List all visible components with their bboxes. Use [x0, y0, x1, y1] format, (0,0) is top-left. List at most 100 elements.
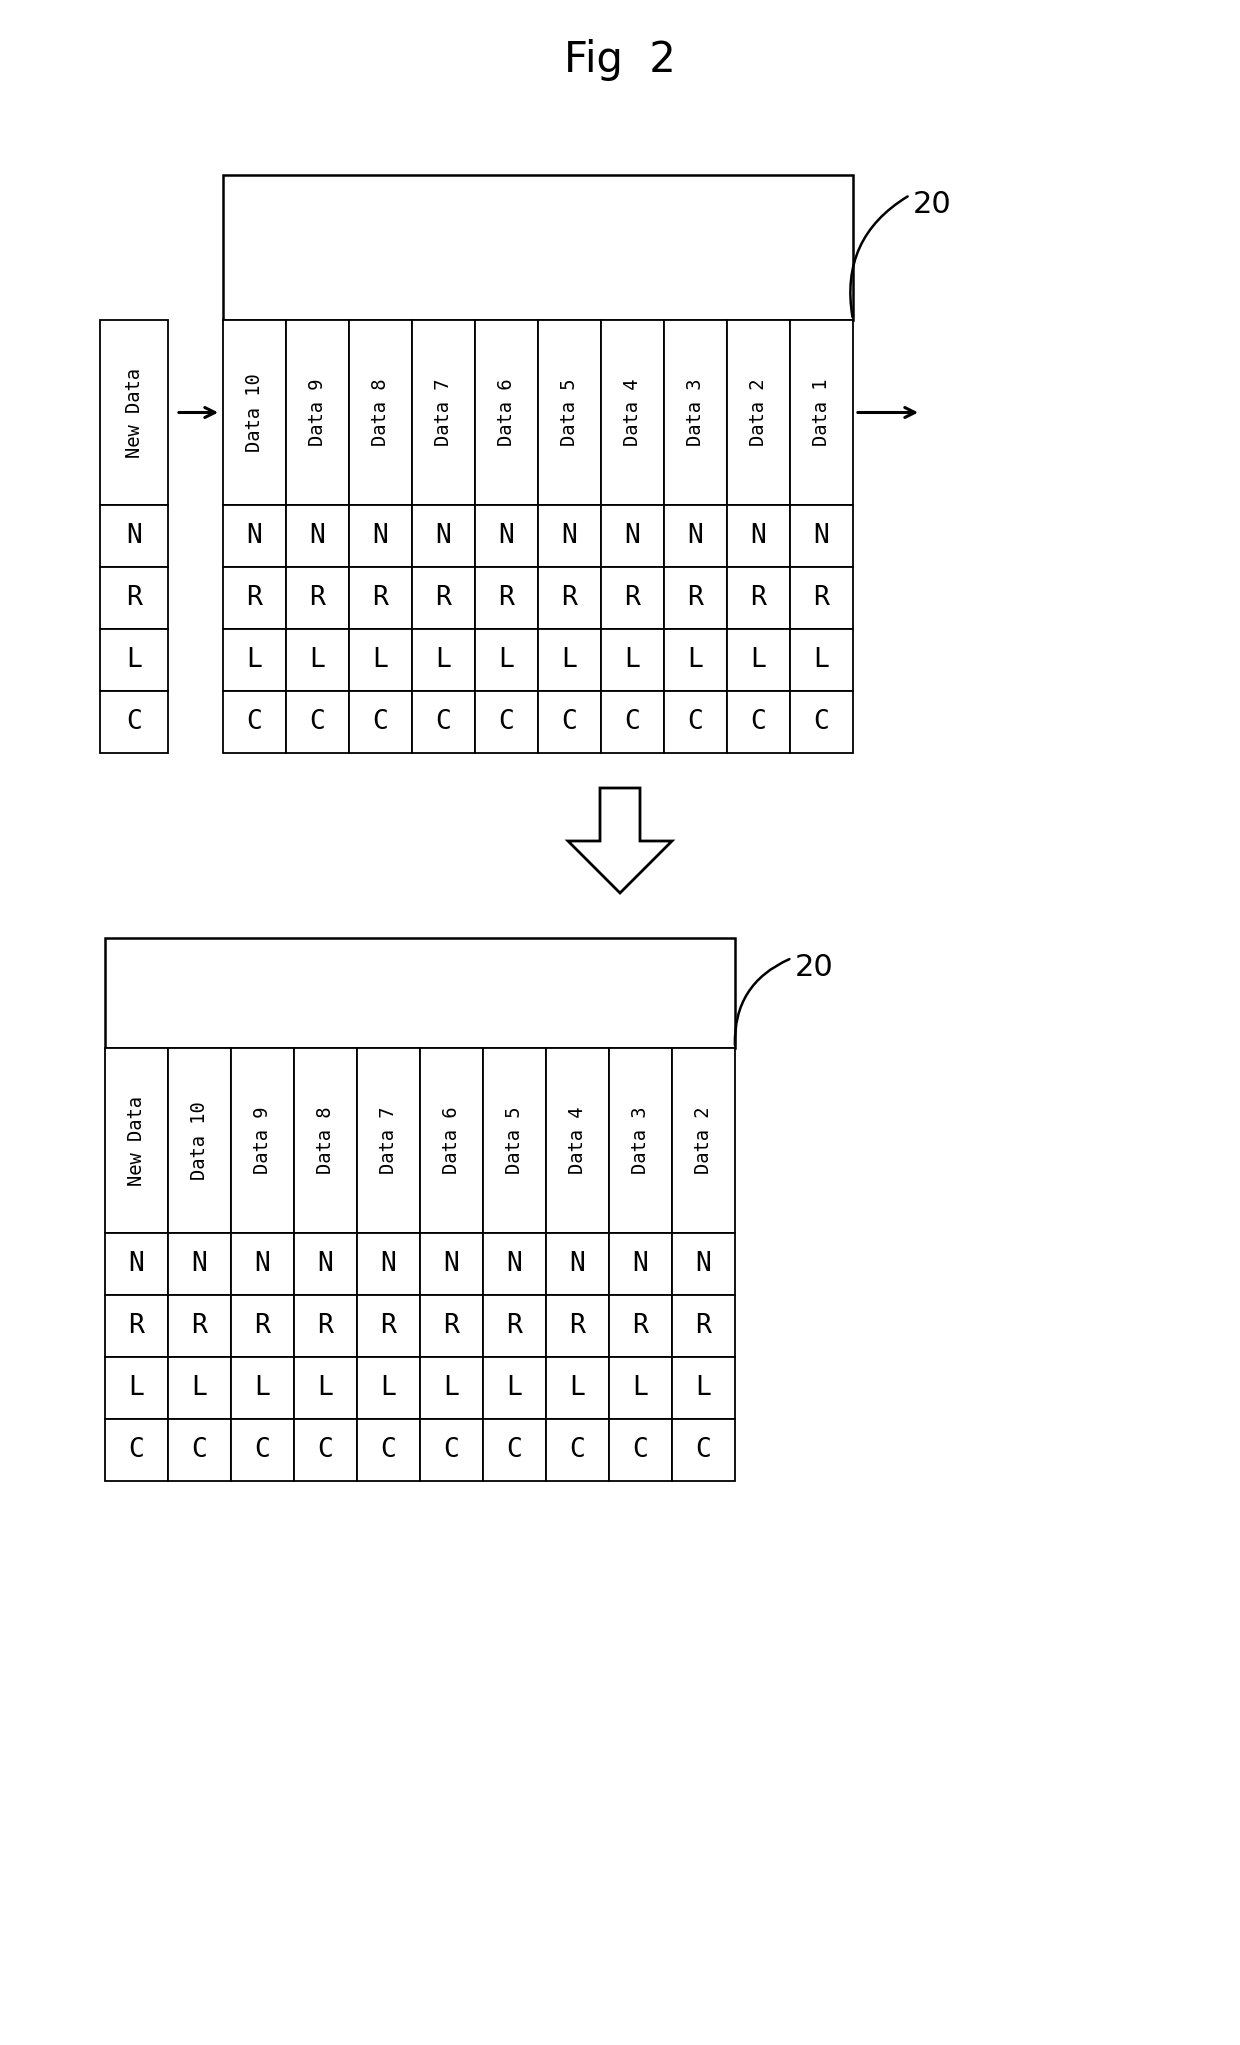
- Bar: [475, 505, 538, 566]
- Bar: [420, 1358, 484, 1419]
- Bar: [538, 319, 601, 505]
- Bar: [412, 505, 475, 566]
- Text: L: L: [632, 1374, 649, 1401]
- Text: N: N: [750, 524, 766, 548]
- Bar: [538, 505, 601, 566]
- Bar: [348, 691, 412, 753]
- Text: R: R: [372, 585, 388, 611]
- Bar: [294, 1358, 357, 1419]
- Bar: [538, 566, 601, 630]
- Text: L: L: [191, 1374, 207, 1401]
- Text: C: C: [191, 1438, 207, 1462]
- Bar: [601, 505, 663, 566]
- Text: C: C: [498, 710, 515, 734]
- Bar: [420, 1047, 484, 1233]
- Text: N: N: [569, 1252, 585, 1276]
- Bar: [105, 1233, 167, 1294]
- Text: Data 8: Data 8: [371, 378, 391, 446]
- Text: C: C: [129, 1438, 144, 1462]
- Bar: [100, 505, 167, 566]
- Bar: [412, 319, 475, 505]
- Text: R: R: [813, 585, 830, 611]
- Text: L: L: [507, 1374, 522, 1401]
- Text: N: N: [310, 524, 325, 548]
- Bar: [663, 319, 727, 505]
- Bar: [672, 1358, 735, 1419]
- Bar: [348, 566, 412, 630]
- Text: Data 7: Data 7: [434, 378, 453, 446]
- Text: N: N: [372, 524, 388, 548]
- Text: L: L: [498, 646, 515, 673]
- Bar: [609, 1358, 672, 1419]
- Text: N: N: [381, 1252, 397, 1276]
- Bar: [286, 319, 348, 505]
- Bar: [609, 1419, 672, 1481]
- Text: C: C: [507, 1438, 522, 1462]
- Text: Data 3: Data 3: [631, 1106, 650, 1174]
- Text: L: L: [625, 646, 640, 673]
- Text: Fig  2: Fig 2: [564, 39, 676, 82]
- Text: L: L: [310, 646, 325, 673]
- Bar: [231, 1358, 294, 1419]
- Text: N: N: [562, 524, 578, 548]
- Bar: [231, 1419, 294, 1481]
- Text: N: N: [317, 1252, 334, 1276]
- Bar: [105, 1419, 167, 1481]
- Text: R: R: [129, 1313, 144, 1339]
- Text: C: C: [562, 710, 578, 734]
- Bar: [167, 1419, 231, 1481]
- Text: Data 10: Data 10: [190, 1100, 210, 1180]
- Bar: [475, 319, 538, 505]
- Bar: [484, 1047, 546, 1233]
- Bar: [223, 630, 286, 691]
- Text: N: N: [129, 1252, 144, 1276]
- Text: R: R: [435, 585, 451, 611]
- Text: Data 1: Data 1: [812, 378, 831, 446]
- Bar: [484, 1358, 546, 1419]
- Polygon shape: [568, 787, 672, 894]
- Text: C: C: [750, 710, 766, 734]
- Bar: [546, 1419, 609, 1481]
- Text: L: L: [813, 646, 830, 673]
- Text: R: R: [687, 585, 703, 611]
- Text: C: C: [126, 710, 141, 734]
- Text: C: C: [372, 710, 388, 734]
- Bar: [609, 1047, 672, 1233]
- Bar: [231, 1294, 294, 1358]
- Bar: [672, 1419, 735, 1481]
- Text: N: N: [632, 1252, 649, 1276]
- Text: 20: 20: [913, 190, 952, 219]
- Bar: [601, 319, 663, 505]
- Text: L: L: [444, 1374, 460, 1401]
- Text: Data 5: Data 5: [560, 378, 579, 446]
- Text: R: R: [247, 585, 263, 611]
- Bar: [167, 1233, 231, 1294]
- Text: C: C: [444, 1438, 460, 1462]
- Text: Data 10: Data 10: [246, 372, 264, 452]
- Bar: [727, 691, 790, 753]
- Bar: [420, 1419, 484, 1481]
- Bar: [546, 1047, 609, 1233]
- Bar: [420, 1233, 484, 1294]
- Bar: [727, 319, 790, 505]
- Bar: [105, 1358, 167, 1419]
- Bar: [100, 319, 167, 505]
- Bar: [223, 505, 286, 566]
- Text: C: C: [254, 1438, 270, 1462]
- Bar: [348, 505, 412, 566]
- Bar: [601, 691, 663, 753]
- Text: C: C: [317, 1438, 334, 1462]
- Text: R: R: [569, 1313, 585, 1339]
- Bar: [790, 566, 853, 630]
- Bar: [609, 1233, 672, 1294]
- Bar: [100, 630, 167, 691]
- Bar: [286, 630, 348, 691]
- Text: R: R: [750, 585, 766, 611]
- Text: Data 9: Data 9: [308, 378, 327, 446]
- Text: L: L: [569, 1374, 585, 1401]
- Text: N: N: [435, 524, 451, 548]
- Text: N: N: [254, 1252, 270, 1276]
- Text: L: L: [317, 1374, 334, 1401]
- Text: L: L: [381, 1374, 397, 1401]
- Text: Data 5: Data 5: [505, 1106, 525, 1174]
